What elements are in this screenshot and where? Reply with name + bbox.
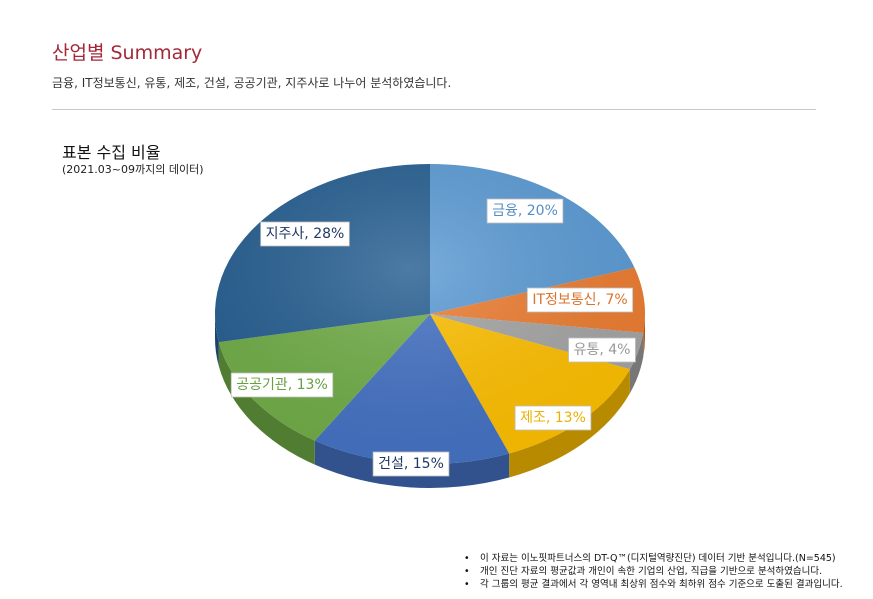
data-label-text: 유통, 4% (574, 342, 631, 358)
header-divider (52, 109, 816, 110)
chart-subtitle: (2021.03~09까지의 데이터) (62, 163, 204, 176)
data-label-box (568, 337, 636, 363)
data-label: 금융, 20% (486, 198, 564, 224)
footnotes: 이 자료는 이노핏파트너스의 DT-Q™(디지털역량진단) 데이터 기반 분석입… (464, 552, 843, 591)
data-label-text: 건설, 15% (378, 456, 444, 472)
page-subtitle: 금융, IT정보통신, 유통, 제조, 건설, 공공기관, 지주사로 나누어 분… (52, 76, 452, 90)
data-label: IT정보통신, 7% (526, 287, 634, 313)
data-label-text: IT정보통신, 7% (532, 292, 627, 308)
pie-labels: 금융, 20% IT정보통신, 7% 유통, 4% 제조, 13% 건설, 15% 공공기… (230, 198, 636, 477)
data-label-box (526, 287, 634, 313)
data-label: 유통, 4% (568, 337, 636, 363)
data-label: 건설, 15% (372, 451, 450, 477)
data-label-box (514, 405, 592, 431)
data-label-text: 금융, 20% (492, 203, 558, 219)
data-label: 공공기관, 13% (230, 372, 334, 398)
footnote-item: 이 자료는 이노핏파트너스의 DT-Q™(디지털역량진단) 데이터 기반 분석입… (464, 552, 843, 565)
pie-side-IT정보통신 (643, 314, 645, 357)
pie-side-지주사 (215, 314, 219, 367)
data-label-text: 지주사, 28% (266, 226, 345, 242)
data-label-box (260, 221, 350, 247)
data-label-box (230, 372, 334, 398)
data-label-text: 제조, 13% (520, 410, 586, 426)
footnote-item: 각 그룹의 평균 결과에서 각 영역내 최상위 점수와 최하위 점수 기준으로 … (464, 578, 843, 591)
footnote-item: 개인 진단 자료의 평균값과 개인이 속한 기업의 산업, 직급을 기반으로 분… (464, 565, 843, 578)
pie-side-공공기관 (218, 342, 315, 465)
data-label-box (486, 198, 564, 224)
pie-side-제조 (509, 369, 630, 478)
data-label: 제조, 13% (514, 405, 592, 431)
data-label-text: 공공기관, 13% (236, 377, 328, 393)
page-title: 산업별 Summary (52, 42, 203, 64)
chart-title: 표본 수집 비율 (62, 143, 161, 162)
data-label-box (372, 451, 450, 477)
data-label: 지주사, 28% (260, 221, 350, 247)
pie-side-유통 (629, 332, 644, 394)
